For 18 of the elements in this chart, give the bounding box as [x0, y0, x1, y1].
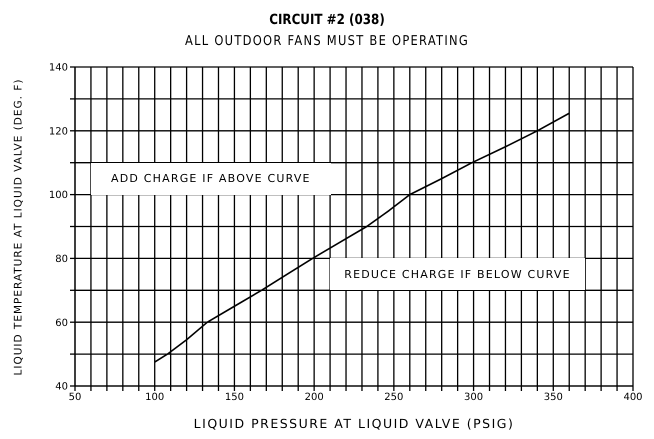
x-tick-label: 50 [68, 392, 82, 404]
y-tick-label: 120 [48, 126, 68, 138]
chart-title: CIRCUIT #2 (038) [268, 12, 386, 28]
x-tick-label: 350 [544, 392, 563, 404]
y-axis-title: LIQUID TEMPERATURE AT LIQUID VALVE (DEG. F) [12, 77, 25, 377]
y-tick-label: 140 [48, 62, 68, 74]
y-tick-label: 100 [48, 190, 68, 202]
y-tick-label: 60 [55, 318, 68, 329]
y-tick-label: 40 [55, 382, 68, 393]
x-axis-title: LIQUID PRESSURE AT LIQUID VALVE (PSIG) [194, 416, 514, 431]
chart-subtitle: ALL OUTDOOR FANS MUST BE OPERATING [184, 33, 470, 49]
x-tick-label: 300 [464, 392, 484, 404]
x-tick-label: 400 [623, 392, 643, 404]
x-tick-label: 200 [304, 392, 324, 404]
x-tick-label: 100 [145, 392, 164, 404]
x-tick-label: 150 [224, 392, 244, 404]
x-tick-label: 250 [384, 392, 404, 404]
y-tick-label: 80 [55, 254, 68, 265]
